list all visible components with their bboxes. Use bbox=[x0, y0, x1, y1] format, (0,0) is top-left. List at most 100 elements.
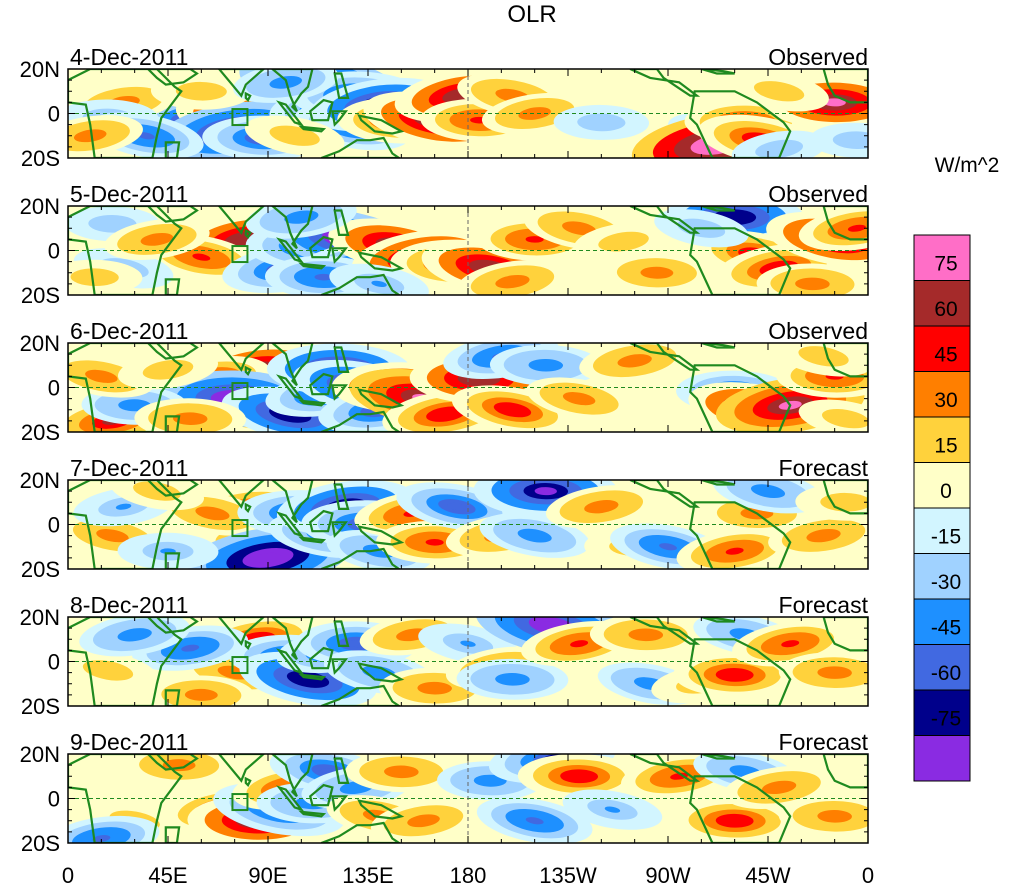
lon-tick-label: 90E bbox=[248, 863, 287, 887]
colorbar-swatch bbox=[913, 598, 971, 645]
lat-tick-label: 0 bbox=[48, 102, 60, 127]
lat-tick-label: 20S bbox=[21, 283, 60, 308]
lat-tick-label: 20N bbox=[20, 468, 60, 493]
olr-anomaly-24 bbox=[773, 343, 868, 377]
olr-anomaly-17 bbox=[553, 104, 650, 140]
olr-anomaly-20 bbox=[756, 263, 868, 295]
panel-kind: Observed bbox=[768, 44, 868, 70]
coastlines bbox=[68, 617, 868, 706]
colorbar-level-label: 30 bbox=[934, 389, 957, 412]
panel-kind: Forecast bbox=[779, 592, 869, 618]
olr-anomaly-30 bbox=[798, 399, 868, 432]
olr-anomaly-29 bbox=[150, 72, 252, 110]
colorbar-level-label: 0 bbox=[940, 480, 952, 503]
colorbar-swatch bbox=[913, 325, 971, 372]
colorbar-swatch bbox=[913, 735, 971, 782]
panel-date: 7-Dec-2011 bbox=[70, 455, 188, 481]
panel-6: 20N 0 20S 9-Dec-2011 Forecast bbox=[20, 729, 869, 856]
panel-date: 5-Dec-2011 bbox=[70, 181, 188, 207]
lon-tick-label: 180 bbox=[450, 863, 487, 887]
panel-2: 20N 0 20S 5-Dec-2011 Observed bbox=[20, 181, 869, 308]
lat-tick-label: 0 bbox=[48, 239, 60, 264]
lat-tick-label: 0 bbox=[48, 376, 60, 401]
olr-anomaly-22 bbox=[768, 514, 868, 558]
coastlines bbox=[68, 69, 868, 158]
lat-tick-label: 20N bbox=[20, 194, 60, 219]
colorbar-units: W/m^2 bbox=[935, 154, 1000, 177]
lat-tick-label: 20S bbox=[21, 557, 60, 582]
olr-anomaly-16 bbox=[481, 92, 588, 135]
lon-tick-label: 45E bbox=[148, 863, 187, 887]
colorbar-level-label: -15 bbox=[931, 526, 961, 549]
panel-date: 4-Dec-2011 bbox=[70, 44, 188, 70]
lat-tick-label: 0 bbox=[48, 787, 60, 812]
olr-anomaly-19 bbox=[676, 528, 793, 569]
olr-anomaly-17 bbox=[589, 617, 702, 656]
olr-anomaly-11 bbox=[437, 761, 544, 801]
colorbar-level-label: -60 bbox=[931, 662, 961, 685]
lon-tick-label: 0 bbox=[862, 863, 874, 887]
chart-title: OLR bbox=[507, 1, 556, 28]
panel-date: 6-Dec-2011 bbox=[70, 318, 188, 344]
colorbar-level-label: 45 bbox=[934, 344, 957, 367]
panel-3: 20N 0 20S 6-Dec-2011 Observed bbox=[20, 318, 869, 445]
coastlines bbox=[68, 480, 868, 569]
olr-anomaly-13 bbox=[457, 260, 568, 295]
colorbar-level-label: 15 bbox=[934, 435, 957, 458]
lat-tick-label: 20N bbox=[20, 331, 60, 356]
colorbar-swatch bbox=[913, 644, 971, 691]
olr-anomaly-18 bbox=[526, 377, 632, 420]
lat-tick-label: 20S bbox=[21, 146, 60, 171]
panel-1: 20N 0 20S 4-Dec-2011 Observed bbox=[20, 44, 869, 171]
lat-tick-label: 0 bbox=[48, 650, 60, 675]
olr-anomaly-8 bbox=[345, 754, 458, 793]
olr-anomaly-24 bbox=[68, 650, 158, 691]
olr-anomaly-29 bbox=[603, 253, 711, 293]
olr-anomaly-16 bbox=[545, 485, 657, 529]
colorbar-level-label: -75 bbox=[931, 708, 961, 731]
region-box bbox=[231, 382, 249, 401]
lat-tick-label: 20N bbox=[20, 57, 60, 82]
colorbar-level-label: -30 bbox=[931, 571, 961, 594]
olr-anomaly-28 bbox=[68, 115, 143, 157]
region-box bbox=[231, 519, 249, 538]
lat-tick-label: 20S bbox=[21, 694, 60, 719]
colorbar-swatch bbox=[913, 462, 971, 509]
panel-5: 20N 0 20S 8-Dec-2011 Forecast bbox=[20, 592, 869, 719]
panel-kind: Forecast bbox=[779, 455, 869, 481]
olr-anomaly-30 bbox=[244, 115, 345, 156]
lat-tick-label: 20N bbox=[20, 605, 60, 630]
olr-anomaly-23 bbox=[778, 652, 868, 694]
region-box bbox=[231, 793, 249, 812]
longitude-axis: 0 45E 90E 135E 180 135W 90W 45W 0 bbox=[62, 863, 874, 887]
region-box bbox=[231, 108, 249, 127]
olr-anomaly-14 bbox=[456, 658, 569, 700]
olr-anomaly-24 bbox=[729, 71, 829, 112]
olr-anomaly-32 bbox=[809, 122, 868, 158]
region-box bbox=[231, 656, 249, 675]
olr-anomaly-15 bbox=[562, 789, 663, 830]
lat-tick-label: 20S bbox=[21, 831, 60, 856]
lon-tick-label: 90W bbox=[645, 863, 690, 887]
colorbar-level-label: 75 bbox=[934, 253, 957, 276]
lat-tick-label: 20N bbox=[20, 742, 60, 767]
lon-tick-label: 135E bbox=[342, 863, 393, 887]
olr-anomaly-22 bbox=[68, 815, 160, 843]
olr-anomaly-16 bbox=[573, 222, 674, 262]
olr-anomaly-22 bbox=[731, 130, 827, 158]
colorbar: 75 60 45 30 15 0 -15 -30 -45 -60 -75 bbox=[913, 234, 971, 782]
olr-anomaly-22 bbox=[798, 206, 868, 251]
lat-tick-label: 0 bbox=[48, 513, 60, 538]
lon-tick-label: 45W bbox=[745, 863, 790, 887]
lon-tick-label: 135W bbox=[539, 863, 597, 887]
olr-anomaly-10 bbox=[370, 800, 477, 842]
olr-anomaly-14 bbox=[517, 754, 641, 799]
olr-anomaly-19 bbox=[723, 765, 835, 809]
olr-anomaly-17 bbox=[673, 798, 796, 843]
panel-kind: Observed bbox=[768, 318, 868, 344]
colorbar-swatch bbox=[913, 553, 971, 600]
panel-kind: Observed bbox=[768, 181, 868, 207]
lon-tick-label: 0 bbox=[62, 863, 74, 887]
lat-tick-label: 20S bbox=[21, 420, 60, 445]
